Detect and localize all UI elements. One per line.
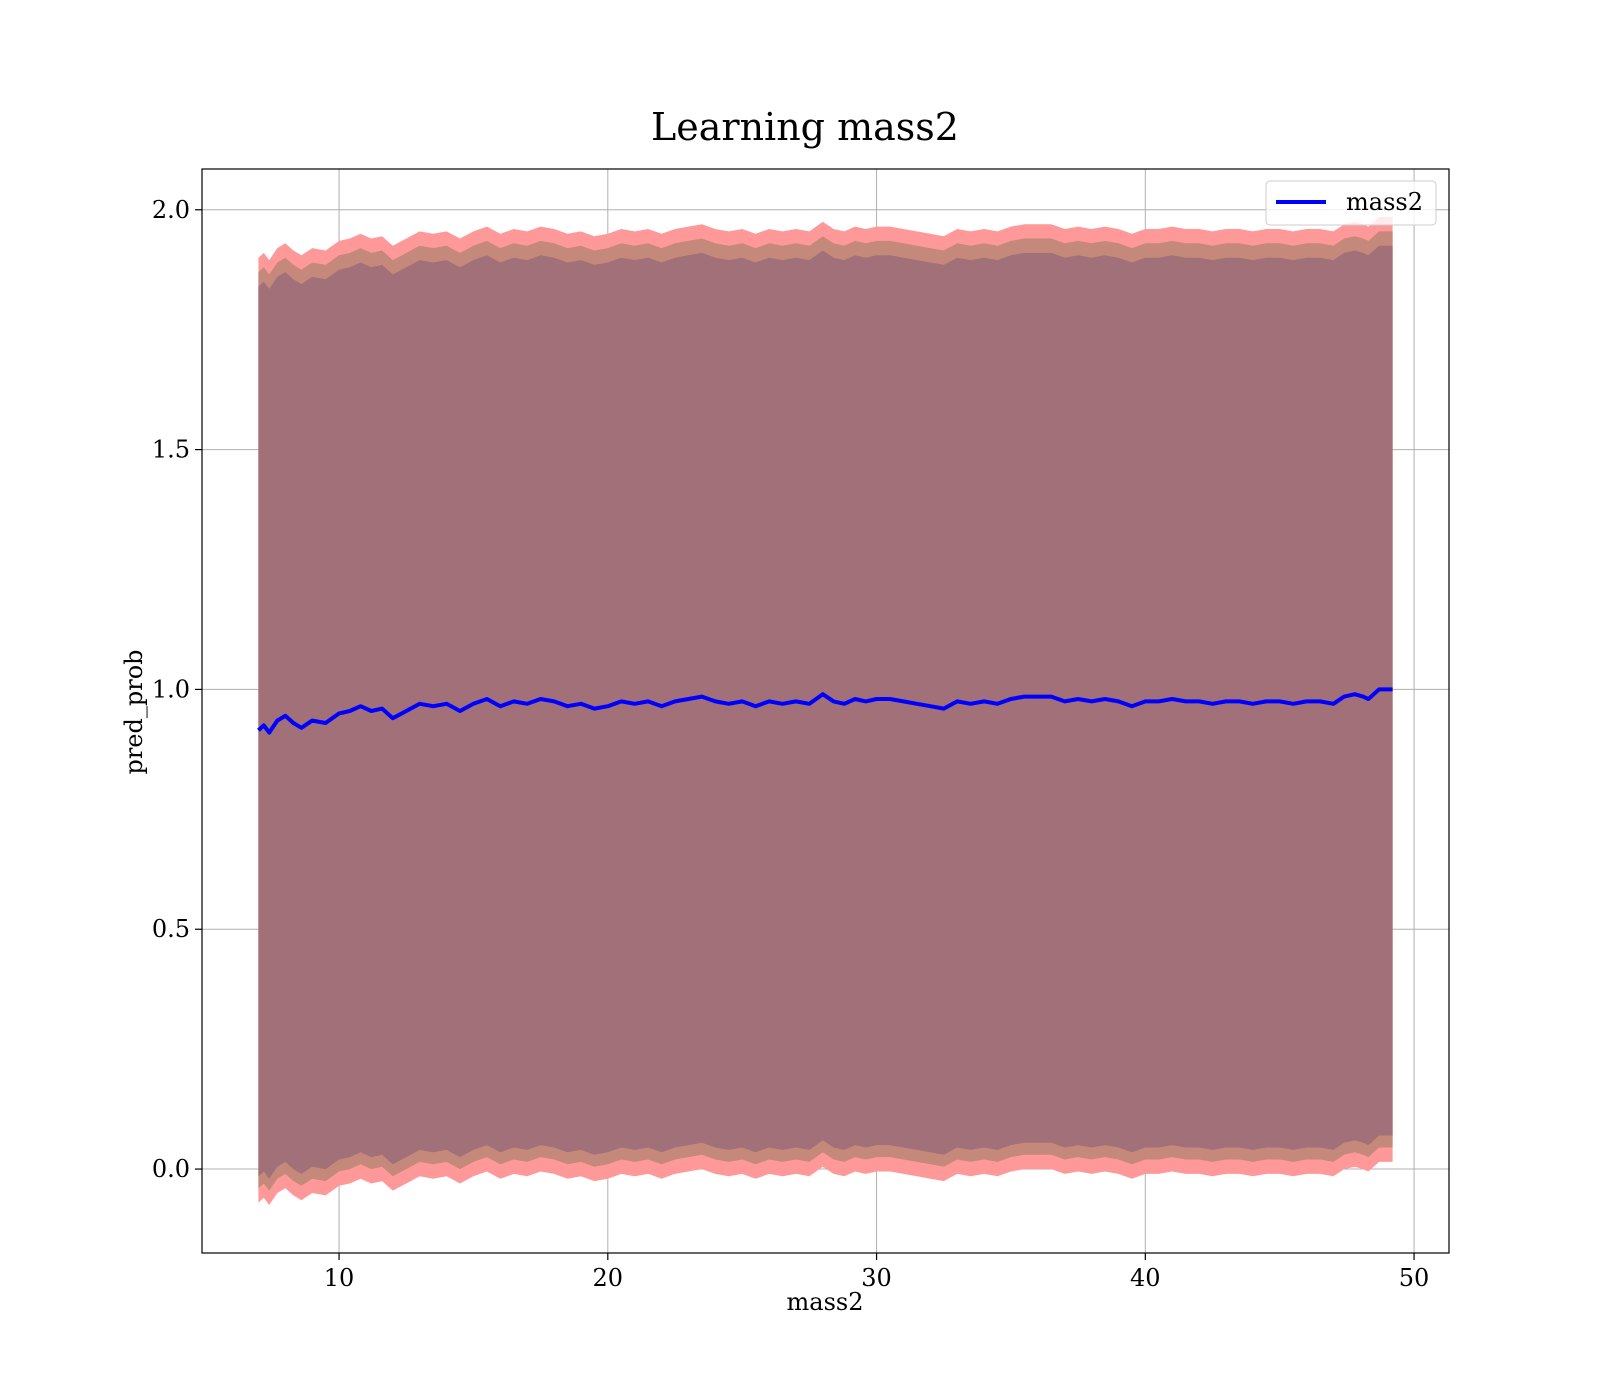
x-tick-label: 40 bbox=[1130, 1264, 1161, 1292]
x-tick-label: 20 bbox=[593, 1264, 624, 1292]
y-tick-label: 0.5 bbox=[152, 915, 190, 943]
y-tick-label: 2.0 bbox=[152, 196, 190, 224]
confidence-band-3 bbox=[258, 245, 1393, 1179]
plot-frame bbox=[201, 168, 1450, 1254]
legend: mass2 bbox=[1265, 180, 1437, 226]
series-lines bbox=[257, 687, 1393, 735]
legend-label-mass2: mass2 bbox=[1346, 188, 1423, 216]
confidence-bands bbox=[258, 217, 1393, 1205]
y-axis-ticks: 0.0 0.5 1.0 1.5 2.0 bbox=[152, 196, 202, 1183]
y-tick-label: 0.0 bbox=[152, 1155, 190, 1183]
series-line-mass2 bbox=[257, 687, 1393, 735]
y-axis-label: pred_prob bbox=[120, 649, 148, 774]
x-tick-label: 50 bbox=[1399, 1264, 1430, 1292]
x-axis-ticks: 10 20 30 40 50 bbox=[324, 1253, 1430, 1292]
legend-frame bbox=[1265, 180, 1437, 226]
y-tick-label: 1.5 bbox=[152, 436, 190, 464]
x-tick-label: 30 bbox=[861, 1264, 892, 1292]
x-tick-label: 10 bbox=[324, 1264, 355, 1292]
y-tick-label: 1.0 bbox=[152, 675, 190, 703]
x-axis-label: mass2 bbox=[787, 1288, 864, 1316]
chart-title: Learning mass2 bbox=[651, 105, 959, 149]
